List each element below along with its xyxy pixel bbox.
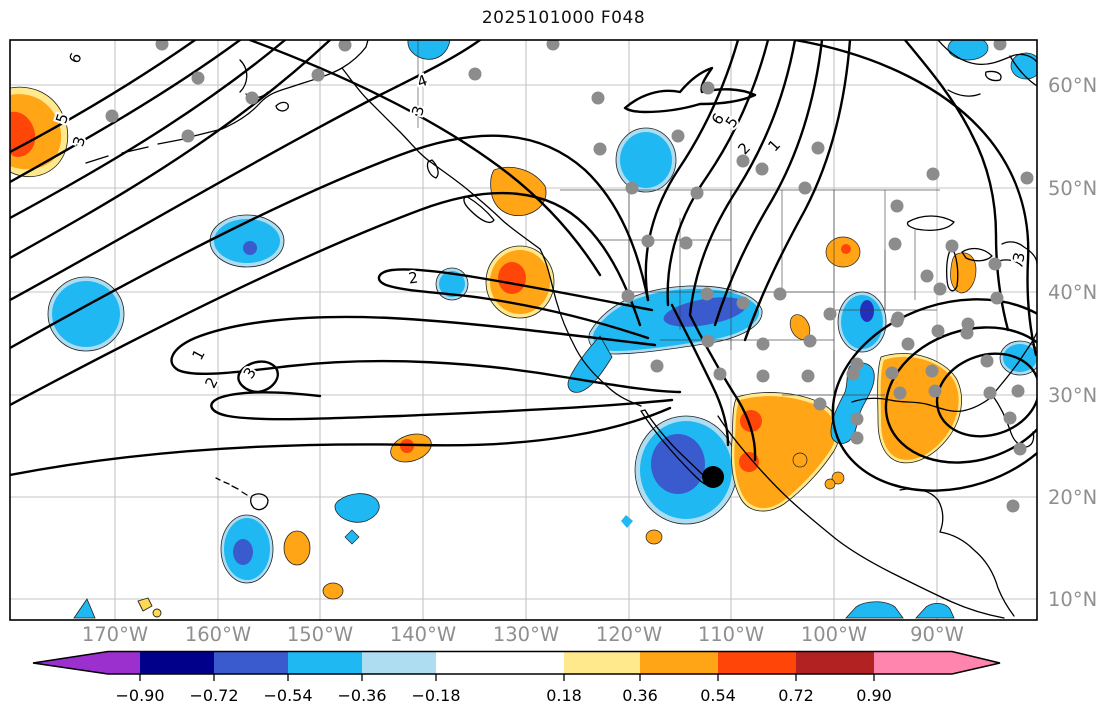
anomaly-shading — [10, 40, 1037, 619]
colorbar-segment — [214, 651, 288, 674]
lat-tick-label: 60°N — [1048, 74, 1097, 97]
colorbar-tick-label: 0.90 — [856, 686, 892, 705]
colorbar: −0.90 −0.72 −0.54 −0.36 −0.18 0.18 0.36 … — [32, 650, 1001, 705]
contour-label: 4 — [415, 71, 430, 91]
lat-axis: 60°N 50°N 40°N 30°N 20°N 10°N — [1048, 74, 1097, 611]
lon-tick-label: 130°W — [493, 623, 559, 646]
colorbar-ticks — [139, 674, 875, 681]
lon-tick-label: 100°W — [801, 623, 867, 646]
colorbar-tick-label: −0.18 — [411, 686, 460, 705]
lon-tick-label: 110°W — [698, 623, 764, 646]
lon-tick-label: 160°W — [185, 623, 251, 646]
contour-label: 3 — [408, 104, 428, 118]
colorbar-tick-label: 0.36 — [622, 686, 658, 705]
lat-tick-label: 10°N — [1048, 588, 1097, 611]
colorbar-tick-label: −0.36 — [337, 686, 386, 705]
colorbar-segment — [288, 651, 362, 674]
lat-tick-label: 20°N — [1048, 486, 1097, 509]
contour-labels: 6 5 3 4 3 2 1 2 3 6 5 2 1 3 — [50, 48, 1031, 393]
colorbar-tick-label: −0.90 — [115, 686, 164, 705]
contour-label: 2 — [201, 374, 221, 391]
cyclone-marker — [702, 466, 724, 488]
state-borders — [417, 40, 940, 420]
colorbar-tick-label: 0.72 — [778, 686, 814, 705]
contour-label: 2 — [407, 268, 419, 287]
colorbar-segment — [140, 651, 214, 674]
colorbar-segment — [796, 651, 874, 674]
contour-label: 3 — [240, 364, 260, 382]
contour-label: 1 — [188, 346, 208, 363]
colorbar-tick-label: −0.72 — [189, 686, 238, 705]
contour-label: 6 — [65, 50, 85, 66]
contour-label: 5 — [722, 113, 742, 131]
lon-tick-label: 140°W — [390, 623, 456, 646]
station-dots — [105, 40, 1034, 513]
lat-tick-label: 40°N — [1048, 281, 1097, 304]
lon-tick-label: 150°W — [287, 623, 353, 646]
colorbar-segment — [874, 651, 1000, 674]
colorbar-segment — [564, 651, 640, 674]
lon-tick-label: 90°W — [910, 623, 964, 646]
lat-tick-label: 30°N — [1048, 384, 1097, 407]
colorbar-tick-label: 0.18 — [546, 686, 582, 705]
lon-tick-label: 120°W — [596, 623, 662, 646]
contour-label: 3 — [1009, 251, 1028, 264]
lat-tick-label: 50°N — [1048, 177, 1097, 200]
lon-axis: 170°W 160°W 150°W 140°W 130°W 120°W 110°… — [82, 623, 964, 646]
colorbar-tick-label: 0.54 — [700, 686, 736, 705]
colorbar-outline — [32, 650, 1001, 675]
colorbar-segment — [362, 651, 436, 674]
colorbar-segment — [33, 651, 140, 674]
lon-tick-label: 170°W — [82, 623, 148, 646]
map-frame — [9, 39, 1038, 621]
chart-title: 2025101000 F048 — [481, 8, 646, 28]
colorbar-segment — [436, 651, 564, 674]
colorbar-segment — [640, 651, 718, 674]
contour-lines — [10, 40, 1037, 492]
colorbar-segment — [718, 651, 796, 674]
contour-label: 1 — [764, 136, 784, 155]
colorbar-tick-label: −0.54 — [263, 686, 312, 705]
